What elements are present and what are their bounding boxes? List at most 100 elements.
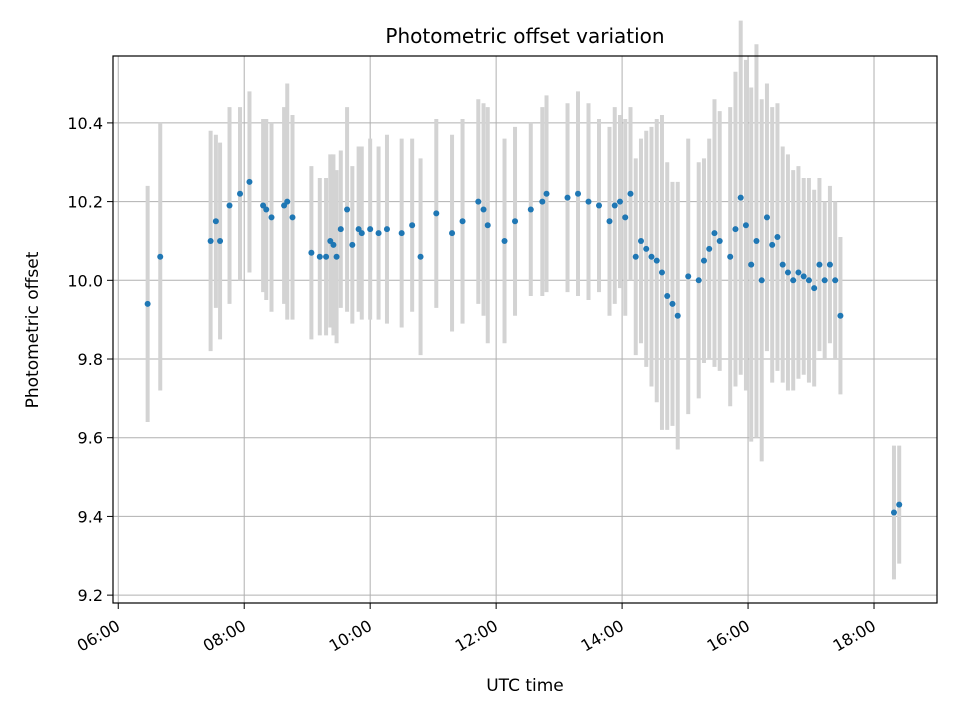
data-point [475,198,482,205]
data-point [732,226,739,233]
data-point [398,230,405,237]
data-point [316,253,323,260]
data-point [358,230,365,237]
data-point [653,257,660,264]
data-point [375,230,382,237]
data-point [417,253,424,260]
data-point [539,198,546,205]
data-point [737,194,744,201]
plot-frame [112,55,938,604]
data-point [648,253,655,260]
data-point [896,501,903,508]
data-point [816,261,823,268]
data-point [826,261,833,268]
data-point [596,202,603,209]
data-point [700,257,707,264]
data-point [263,206,270,213]
data-point [622,214,629,221]
y-tick-label: 9.4 [78,507,103,526]
data-point [344,206,351,213]
data-point [433,210,440,217]
data-point [784,269,791,276]
data-point [674,312,681,319]
data-point [811,285,818,292]
data-point [606,218,613,225]
data-point [669,300,676,307]
data-point [637,237,644,244]
y-tick-label: 9.6 [78,429,103,448]
data-point [144,300,151,307]
data-point [409,222,416,229]
x-axis-label: UTC time [486,676,564,696]
data-point [575,190,582,197]
data-point [237,190,244,197]
data-point [484,222,491,229]
data-point [800,273,807,280]
data-point [748,261,755,268]
data-point [616,198,623,205]
chart-title: Photometric offset variation [385,24,664,48]
data-point [308,249,315,256]
data-point [779,261,786,268]
data-point [268,214,275,221]
data-point [459,218,466,225]
data-point [821,277,828,284]
data-point [337,226,344,233]
data-point [805,277,812,284]
data-points [144,178,903,516]
data-point [774,234,781,241]
data-point [527,206,534,213]
data-point [226,202,233,209]
data-point [383,226,390,233]
data-point [349,241,356,248]
data-point [832,277,839,284]
y-axis-label: Photometric offset [23,251,43,408]
data-point [543,190,550,197]
data-point [284,198,291,205]
data-point [207,237,214,244]
data-point [627,190,634,197]
data-point [289,214,296,221]
y-tick-label: 9.8 [78,350,103,369]
data-point [564,194,571,201]
data-point [585,198,592,205]
data-point [157,253,164,260]
y-axis-ticks: 9.2 9.4 9.6 9.8 10.0 10.2 10.4 [67,114,113,605]
data-point [742,222,749,229]
data-point [323,253,330,260]
data-point [480,206,487,213]
data-point [685,273,692,280]
data-point [790,277,797,284]
data-point [758,277,765,284]
data-point [246,178,253,185]
y-tick-label: 10.2 [67,193,103,212]
data-point [664,293,671,300]
y-tick-label: 10.0 [67,271,103,290]
data-point [367,226,374,233]
data-point [501,237,508,244]
data-point [643,245,650,252]
data-point [753,237,760,244]
data-point [449,230,456,237]
data-point [716,237,723,244]
data-point [632,253,639,260]
data-point [695,277,702,284]
data-point [769,241,776,248]
data-point [512,218,519,225]
y-tick-label: 9.2 [78,586,103,605]
data-point [212,218,219,225]
data-point [330,241,337,248]
data-point [706,245,713,252]
data-point [658,269,665,276]
data-point [727,253,734,260]
data-point [795,269,802,276]
data-point [711,230,718,237]
data-point [611,202,618,209]
data-point [763,214,770,221]
data-point [890,509,897,516]
y-tick-label: 10.4 [67,114,103,133]
data-point [333,253,340,260]
data-point [217,237,224,244]
data-point [837,312,844,319]
